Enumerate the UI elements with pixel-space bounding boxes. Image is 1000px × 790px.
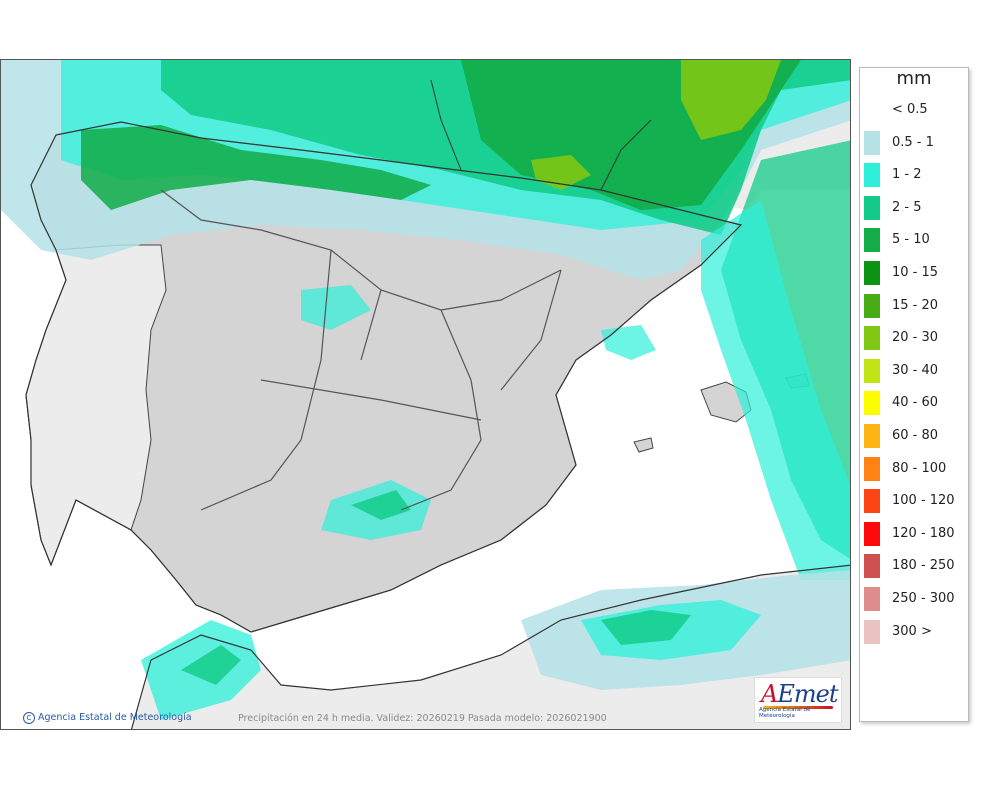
- legend-swatch: [864, 587, 880, 611]
- legend-unit: mm: [896, 68, 932, 89]
- legend-item: 120 - 180: [864, 520, 968, 548]
- aemet-logo-swoosh: [763, 706, 833, 709]
- legend-label: < 0.5: [892, 102, 928, 117]
- africa-coastline: [130, 564, 850, 729]
- legend-swatch: [864, 98, 880, 122]
- legend-label: 40 - 60: [892, 395, 939, 411]
- agency-credit-text: Agencia Estatal de Meteorología: [38, 712, 192, 723]
- legend-swatch: [864, 195, 880, 220]
- legend-item: < 0.5: [864, 96, 968, 124]
- region-borders: [160, 189, 562, 511]
- legend-item: 0.5 - 1: [864, 129, 968, 157]
- precipitation-legend: mm < 0.5 0.5 - 1 1 - 2 2 - 5 5 - 10 10 - 15 15…: [859, 67, 969, 722]
- precip-band-strait-green: [181, 645, 241, 685]
- legend-swatch: [864, 261, 880, 285]
- copyright-icon: C: [23, 712, 35, 724]
- legend-label: 2 - 5: [892, 199, 922, 215]
- precip-band-east-cyan: [701, 200, 850, 580]
- legend-item: 1 - 2: [864, 161, 968, 189]
- legend-swatch: [864, 163, 880, 188]
- legend-item: 250 - 300: [864, 585, 968, 613]
- legend-label: 10 - 15: [892, 265, 939, 280]
- legend-swatch: [864, 228, 880, 253]
- legend-swatch: [864, 424, 880, 448]
- map-caption: Precipitación en 24 h media. Validez: 20…: [238, 713, 607, 724]
- legend-label: 60 - 80: [892, 428, 939, 443]
- legend-swatch: [864, 456, 880, 481]
- legend-item: 180 - 250: [864, 552, 968, 580]
- legend-item: 40 - 60: [864, 389, 968, 417]
- legend-swatch: [864, 521, 880, 546]
- legend-swatch: [864, 391, 880, 416]
- legend-label: 300 >: [892, 623, 932, 639]
- map-canvas: [1, 60, 850, 729]
- legend-item: 5 - 10: [864, 226, 968, 254]
- legend-item: 10 - 15: [864, 259, 968, 287]
- aemet-logo-word: AEmet: [761, 680, 838, 708]
- legend-label: 250 - 300: [892, 591, 955, 606]
- legend-swatch: [864, 489, 880, 514]
- precipitation-map: C Agencia Estatal de Meteorología Precipi…: [0, 59, 851, 730]
- precip-band-valencia: [601, 325, 656, 360]
- legend-swatch: [864, 619, 880, 644]
- legend-item: 30 - 40: [864, 357, 968, 385]
- legend-label: 180 - 250: [892, 558, 955, 574]
- legend-label: 5 - 10: [892, 232, 930, 248]
- legend-swatch: [864, 130, 880, 155]
- aemet-logo[interactable]: AEmet Agencia Estatal de Meteorología: [754, 677, 842, 723]
- legend-item: 100 - 120: [864, 487, 968, 515]
- legend-label: 20 - 30: [892, 330, 939, 346]
- precip-band-green-cantabria: [81, 125, 431, 210]
- precip-band-central: [301, 285, 371, 330]
- legend-item: 15 - 20: [864, 292, 968, 320]
- precip-band-lime-north: [681, 60, 781, 140]
- legend-label: 120 - 180: [892, 525, 955, 541]
- legend-item: 300 >: [864, 618, 968, 646]
- legend-label: 0.5 - 1: [892, 134, 934, 150]
- legend-swatch: [864, 326, 880, 351]
- aemet-logo-subtitle: Agencia Estatal de Meteorología: [759, 707, 811, 719]
- legend-item: 60 - 80: [864, 422, 968, 450]
- legend-label: 1 - 2: [892, 167, 922, 183]
- legend-swatch: [864, 358, 880, 383]
- legend-swatch: [864, 554, 880, 579]
- france-border: [430, 79, 652, 191]
- legend-label: 15 - 20: [892, 297, 939, 313]
- legend-label: 80 - 100: [892, 460, 947, 476]
- precip-band-south-green: [601, 610, 691, 645]
- legend-item: 20 - 30: [864, 324, 968, 352]
- legend-swatch: [864, 293, 880, 318]
- precip-band-andalucia-green: [351, 490, 411, 520]
- ibiza-island: [633, 437, 654, 453]
- legend-item: 2 - 5: [864, 194, 968, 222]
- legend-label: 100 - 120: [892, 493, 955, 509]
- agency-credit[interactable]: C Agencia Estatal de Meteorología: [23, 712, 192, 724]
- legend-label: 30 - 40: [892, 362, 939, 378]
- legend-item: 80 - 100: [864, 455, 968, 483]
